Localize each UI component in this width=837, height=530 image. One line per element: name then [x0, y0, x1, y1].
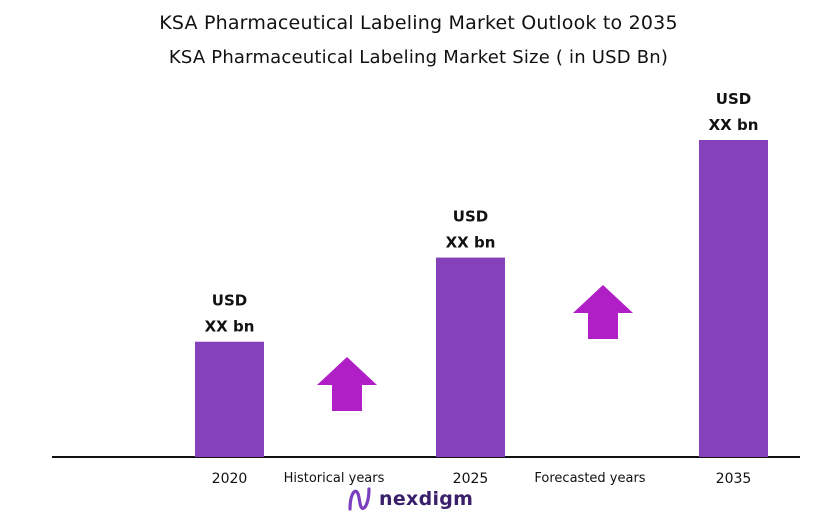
data-label-2020-value: XX bn	[205, 318, 255, 336]
historical-years-label: Historical years	[284, 471, 385, 486]
growth-arrow-icon-forecast	[573, 285, 633, 339]
bar-2035	[699, 140, 768, 457]
data-label-2035-value: XX bn	[709, 116, 759, 134]
nexdigm-logo-icon	[348, 487, 371, 511]
chart-subtitle: KSA Pharmaceutical Labeling Market Size …	[168, 47, 669, 68]
x-tick-label-2020: 2020	[212, 471, 248, 487]
nexdigm-logo: nexdigm	[345, 484, 473, 514]
data-label-2025-unit: USD	[453, 208, 488, 226]
data-label-2020-unit: USD	[212, 292, 247, 310]
data-label-2025-value: XX bn	[446, 234, 496, 252]
data-label-2035-unit: USD	[716, 90, 751, 108]
nexdigm-logo-text: nexdigm	[379, 488, 474, 510]
bar-2020	[195, 341, 264, 457]
growth-arrow-icon-historical	[317, 357, 377, 411]
bar-2025	[436, 257, 505, 457]
x-tick-label-2025: 2025	[453, 471, 489, 487]
forecasted-years-label: Forecasted years	[534, 471, 645, 486]
chart-title: KSA Pharmaceutical Labeling Market Outlo…	[159, 12, 678, 34]
x-tick-label-2035: 2035	[716, 471, 752, 487]
